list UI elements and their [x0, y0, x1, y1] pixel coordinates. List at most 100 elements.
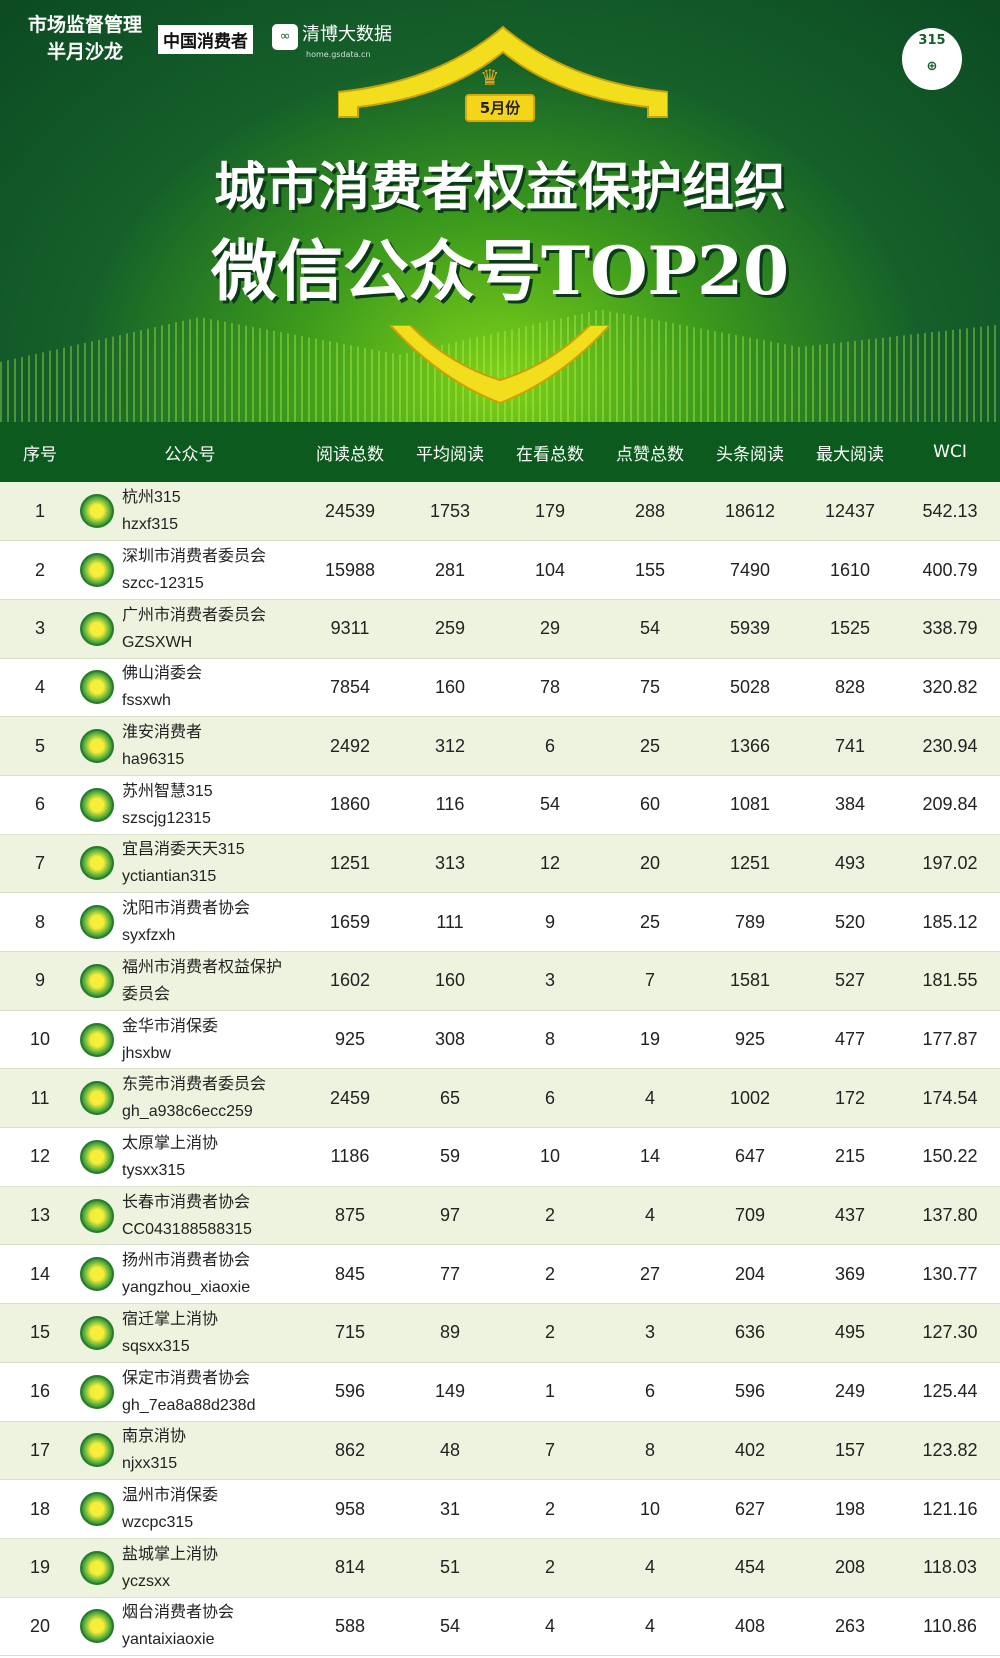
- month-badge: 5月份: [465, 94, 535, 122]
- rank: 20: [0, 1597, 80, 1657]
- total-likes: 7: [600, 951, 700, 1011]
- total-looking: 7: [500, 1421, 600, 1481]
- total-looking: 1: [500, 1362, 600, 1422]
- max-reads: 520: [800, 892, 900, 952]
- total-looking: 29: [500, 599, 600, 659]
- avg-reads: 111: [400, 892, 500, 952]
- roof-frame-icon: [338, 25, 668, 118]
- account-name: 扬州市消费者协会: [122, 1252, 251, 1270]
- rank: 5: [0, 716, 80, 776]
- account-id: szcc-12315: [122, 575, 204, 593]
- max-reads: 495: [800, 1303, 900, 1363]
- rank: 8: [0, 892, 80, 952]
- account-id: wzcpc315: [122, 1514, 194, 1532]
- column-header: 在看总数: [500, 422, 600, 482]
- table-row: 15 宿迁掌上消协 sqsxx315 715 89 2 3 636 495 127.30: [0, 1303, 1000, 1363]
- avg-reads: 313: [400, 834, 500, 894]
- total-looking: 6: [500, 1068, 600, 1129]
- table-row: 12 太原掌上消协 tysxx315 1186 59 10 14 647 215 150.22: [0, 1127, 1000, 1187]
- headline-reads: 925: [700, 1010, 800, 1070]
- wci: 130.77: [900, 1244, 1000, 1305]
- account-name: 长春市消费者协会: [122, 1193, 251, 1211]
- account-avatar-icon: [80, 729, 114, 764]
- total-likes: 4: [600, 1068, 700, 1129]
- total-likes: 288: [600, 482, 700, 542]
- account-id: jhsxbw: [122, 1044, 171, 1062]
- avg-reads: 160: [400, 658, 500, 718]
- column-header: 最大阅读: [800, 422, 900, 482]
- total-likes: 75: [600, 658, 700, 718]
- rank: 15: [0, 1303, 80, 1363]
- total-likes: 155: [600, 540, 700, 600]
- wci: 181.55: [900, 951, 1000, 1011]
- account-cell: 太原掌上消协 tysxx315: [80, 1127, 300, 1187]
- emblem-315-icon: 315 ⊕: [902, 28, 962, 90]
- total-reads: 2459: [300, 1068, 400, 1129]
- account-id: tysxx315: [122, 1161, 186, 1179]
- account-avatar-icon: [80, 905, 114, 940]
- total-looking: 54: [500, 775, 600, 835]
- total-reads: 7854: [300, 658, 400, 718]
- account-id: yctiantian315: [122, 868, 217, 886]
- table-row: 7 宜昌消委天天315 yctiantian315 1251 313 12 20 1251 49…: [0, 834, 1000, 894]
- account-cell: 福州市消费者权益保护 委员会: [80, 951, 300, 1011]
- account-id: gh_7ea8a88d238d: [122, 1396, 256, 1414]
- rank: 10: [0, 1010, 80, 1070]
- headline-reads: 5939: [700, 599, 800, 659]
- account-cell: 宿迁掌上消协 sqsxx315: [80, 1303, 300, 1363]
- account-avatar-icon: [80, 1315, 114, 1350]
- rank: 18: [0, 1479, 80, 1539]
- account-name: 福州市消费者权益保护: [122, 958, 283, 976]
- total-likes: 8: [600, 1421, 700, 1481]
- infinity-icon: ∞: [272, 24, 298, 50]
- total-likes: 54: [600, 599, 700, 659]
- total-likes: 25: [600, 892, 700, 952]
- logo1-line1: 市场监督管理: [28, 14, 143, 36]
- account-cell: 广州市消费者委员会 GZSXWH: [80, 599, 300, 659]
- headline-reads: 596: [700, 1362, 800, 1422]
- logo1-line2: 半月沙龙: [47, 41, 124, 63]
- account-cell: 盐城掌上消协 yczsxx: [80, 1538, 300, 1598]
- max-reads: 172: [800, 1068, 900, 1129]
- total-looking: 3: [500, 951, 600, 1011]
- table-row: 14 扬州市消费者协会 yangzhou_xiaoxie 845 77 2 27 204 369…: [0, 1244, 1000, 1305]
- account-avatar-icon: [80, 787, 114, 822]
- account-avatar-icon: [80, 1022, 114, 1057]
- account-name: 沈阳市消费者协会: [122, 900, 251, 918]
- total-reads: 1860: [300, 775, 400, 835]
- account-avatar-icon: [80, 846, 114, 881]
- total-likes: 20: [600, 834, 700, 894]
- title-line1: 城市消费者权益保护组织: [213, 157, 786, 218]
- avg-reads: 65: [400, 1068, 500, 1129]
- headline-reads: 789: [700, 892, 800, 952]
- column-header: 点赞总数: [600, 422, 700, 482]
- total-likes: 27: [600, 1244, 700, 1305]
- account-id: gh_a938c6ecc259: [122, 1103, 253, 1121]
- avg-reads: 31: [400, 1479, 500, 1539]
- total-reads: 875: [300, 1186, 400, 1246]
- account-avatar-icon: [80, 1257, 114, 1292]
- total-likes: 14: [600, 1127, 700, 1187]
- headline-reads: 454: [700, 1538, 800, 1598]
- account-id: szscjg12315: [122, 809, 211, 827]
- total-reads: 1602: [300, 951, 400, 1011]
- table-row: 9 福州市消费者权益保护 委员会 1602 160 3 7 1581 527 181.55: [0, 951, 1000, 1011]
- table-row: 5 淮安消费者 ha96315 2492 312 6 25 1366 741 230.94: [0, 716, 1000, 776]
- headline-reads: 1002: [700, 1068, 800, 1129]
- account-cell: 宜昌消委天天315 yctiantian315: [80, 834, 300, 894]
- account-id: yczsxx: [122, 1572, 170, 1590]
- account-name: 佛山消委会: [122, 665, 203, 683]
- wci: 123.82: [900, 1421, 1000, 1481]
- total-looking: 2: [500, 1479, 600, 1539]
- total-reads: 715: [300, 1303, 400, 1363]
- total-looking: 104: [500, 540, 600, 600]
- account-cell: 沈阳市消费者协会 syxfzxh: [80, 892, 300, 952]
- logo3-text: 清博大数据: [302, 24, 392, 45]
- max-reads: 215: [800, 1127, 900, 1187]
- total-likes: 4: [600, 1538, 700, 1598]
- wci: 542.13: [900, 482, 1000, 542]
- headline-reads: 1251: [700, 834, 800, 894]
- max-reads: 208: [800, 1538, 900, 1598]
- rank: 1: [0, 482, 80, 542]
- total-likes: 60: [600, 775, 700, 835]
